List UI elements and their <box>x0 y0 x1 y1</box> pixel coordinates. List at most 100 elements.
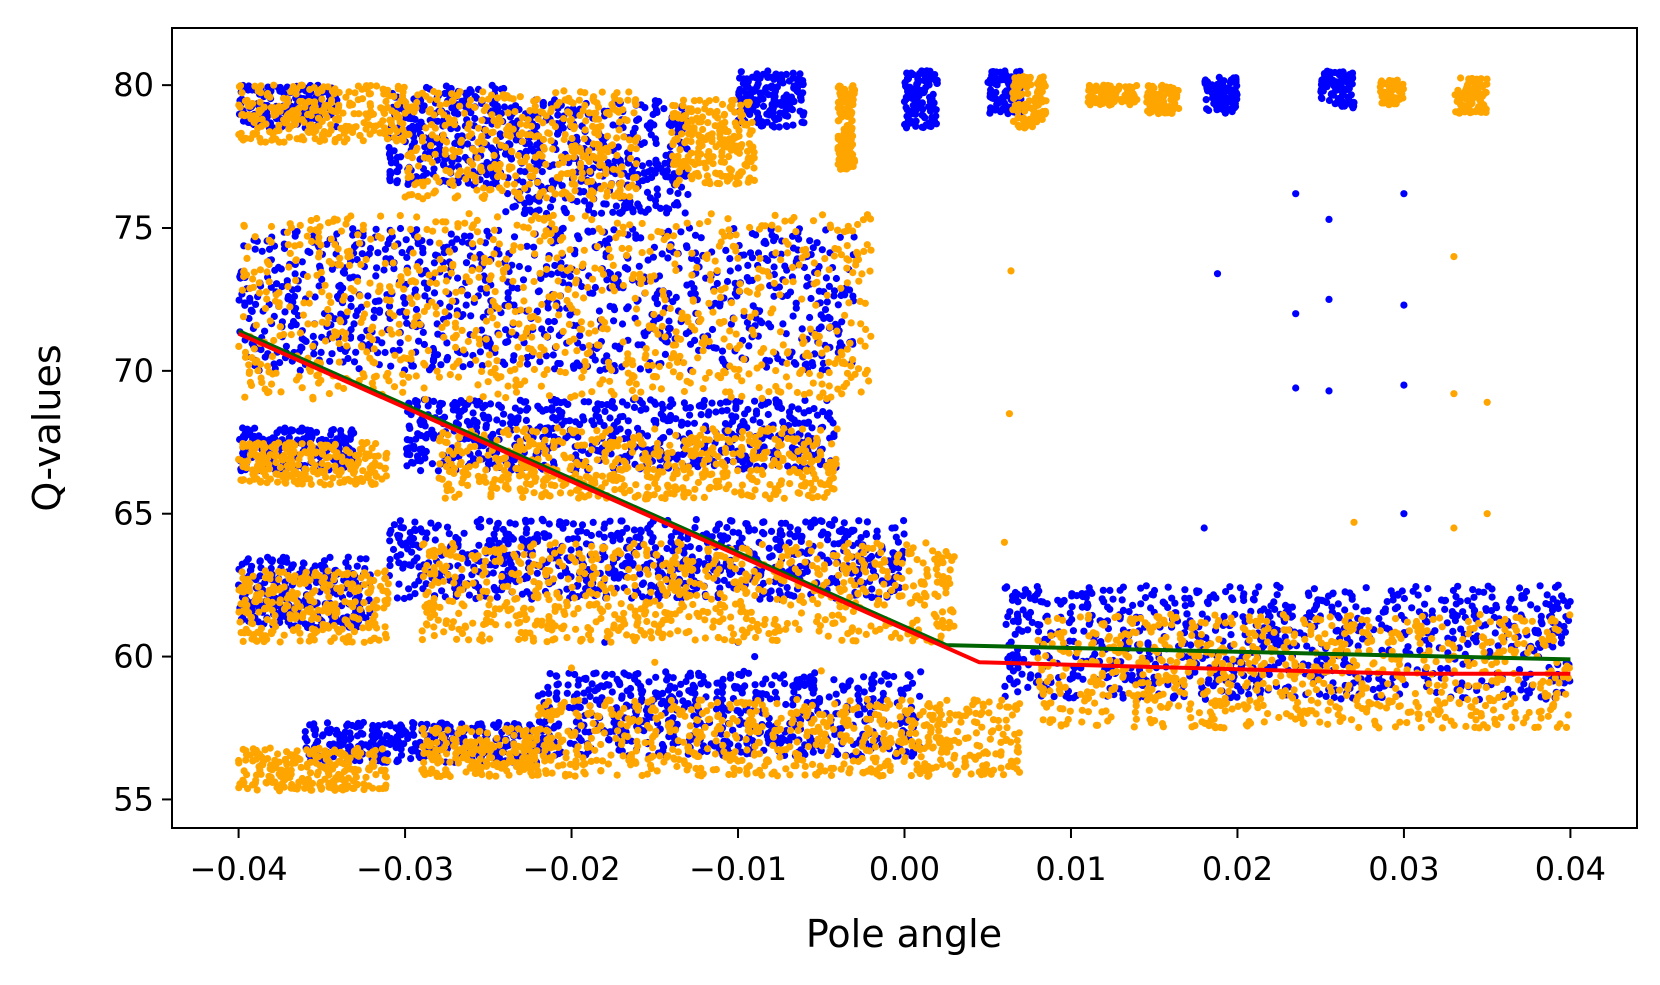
scatter-point <box>364 292 372 300</box>
scatter-point <box>405 585 413 593</box>
scatter-point <box>651 295 660 303</box>
scatter-point <box>723 406 731 414</box>
scatter-point <box>459 363 467 371</box>
scatter-point <box>1488 585 1496 593</box>
scatter-point <box>926 93 934 101</box>
scatter-point <box>770 263 778 271</box>
scatter-point <box>775 123 783 131</box>
scatter-point <box>683 281 691 289</box>
scatter-point <box>235 296 243 304</box>
scatter-point <box>1137 600 1145 608</box>
scatter-point <box>554 111 562 119</box>
scatter-point <box>687 340 695 348</box>
scatter-point <box>341 347 349 355</box>
scatter-point <box>794 405 803 413</box>
scatter-point <box>806 237 814 245</box>
scatter-point <box>1000 93 1008 101</box>
scatter-point <box>401 560 409 568</box>
scatter-point <box>467 312 475 320</box>
scatter-point <box>426 238 434 246</box>
scatter-point <box>903 112 911 120</box>
scatter-point <box>763 118 771 126</box>
scatter-point <box>804 418 813 426</box>
scatter-point <box>798 325 806 333</box>
scatter-point <box>312 428 321 436</box>
scatter-point <box>669 298 677 306</box>
scatter-point <box>1066 609 1074 617</box>
scatter-point <box>1119 691 1127 699</box>
scatter-point <box>660 105 668 113</box>
scatter-point <box>1220 77 1228 85</box>
scatter-point <box>653 185 661 193</box>
scatter-point <box>476 348 484 356</box>
scatter-point <box>393 594 401 602</box>
scatter-point <box>352 348 360 356</box>
scatter-point <box>918 87 926 95</box>
scatter-point <box>903 106 911 114</box>
scatter-point <box>451 398 459 407</box>
scatter-point <box>638 162 647 170</box>
scatter-point <box>436 399 444 407</box>
scatter-point <box>611 157 619 165</box>
scatter-point <box>608 397 617 405</box>
scatter-point <box>690 419 699 427</box>
scatter-point <box>333 292 342 301</box>
scatter-point <box>1393 603 1402 611</box>
scatter-point <box>563 432 572 440</box>
scatter-point <box>457 397 465 405</box>
scatter-point <box>1310 585 1318 593</box>
scatter-point <box>1202 96 1210 104</box>
scatter-point <box>521 516 530 524</box>
scatter-point <box>1334 612 1342 620</box>
scatter-point <box>779 320 787 328</box>
scatter-point <box>1264 608 1272 616</box>
scatter-point <box>729 528 737 536</box>
scatter-point <box>1352 603 1360 611</box>
scatter-point <box>493 416 501 424</box>
scatter-point <box>748 86 756 94</box>
scatter-point <box>1222 95 1231 103</box>
scatter-point <box>825 520 834 529</box>
scatter-point <box>430 289 439 297</box>
scatter-point <box>1275 659 1283 667</box>
scatter-point <box>421 292 429 300</box>
scatter-point <box>595 307 604 315</box>
scatter-point <box>500 103 509 111</box>
scatter-point <box>809 244 817 252</box>
scatter-point <box>600 524 608 532</box>
scatter-point <box>443 339 451 347</box>
scatter-point <box>1336 95 1344 103</box>
scatter-point <box>684 420 692 428</box>
scatter-point <box>1375 614 1383 623</box>
scatter-point <box>616 156 624 165</box>
scatter-point <box>469 409 477 417</box>
scatter-point <box>801 361 809 369</box>
scatter-point <box>586 289 594 297</box>
scatter-point <box>386 177 394 185</box>
scatter-point <box>499 419 507 427</box>
scatter-point <box>580 197 589 205</box>
scatter-point <box>767 323 775 331</box>
scatter-point <box>643 432 652 440</box>
scatter-point <box>408 458 416 466</box>
scatter-point <box>477 285 485 293</box>
scatter-point <box>1068 603 1076 611</box>
scatter-point <box>782 519 790 527</box>
scatter-point <box>770 114 778 122</box>
scatter-point <box>708 325 717 334</box>
scatter-point <box>1305 591 1313 600</box>
scatter-point <box>799 111 807 119</box>
scatter-point <box>1408 604 1416 612</box>
scatter-point <box>1034 628 1043 636</box>
scatter-point <box>629 128 637 137</box>
scatter-point <box>672 120 681 129</box>
scatter-point <box>411 518 419 526</box>
scatter-point <box>1424 585 1432 593</box>
scatter-point <box>1223 84 1231 92</box>
scatter-point <box>1006 676 1014 684</box>
scatter-point <box>264 553 272 561</box>
scatter-point <box>1004 110 1012 118</box>
scatter-point <box>1106 586 1114 595</box>
scatter-point <box>815 287 823 295</box>
scatter-point <box>772 396 780 404</box>
